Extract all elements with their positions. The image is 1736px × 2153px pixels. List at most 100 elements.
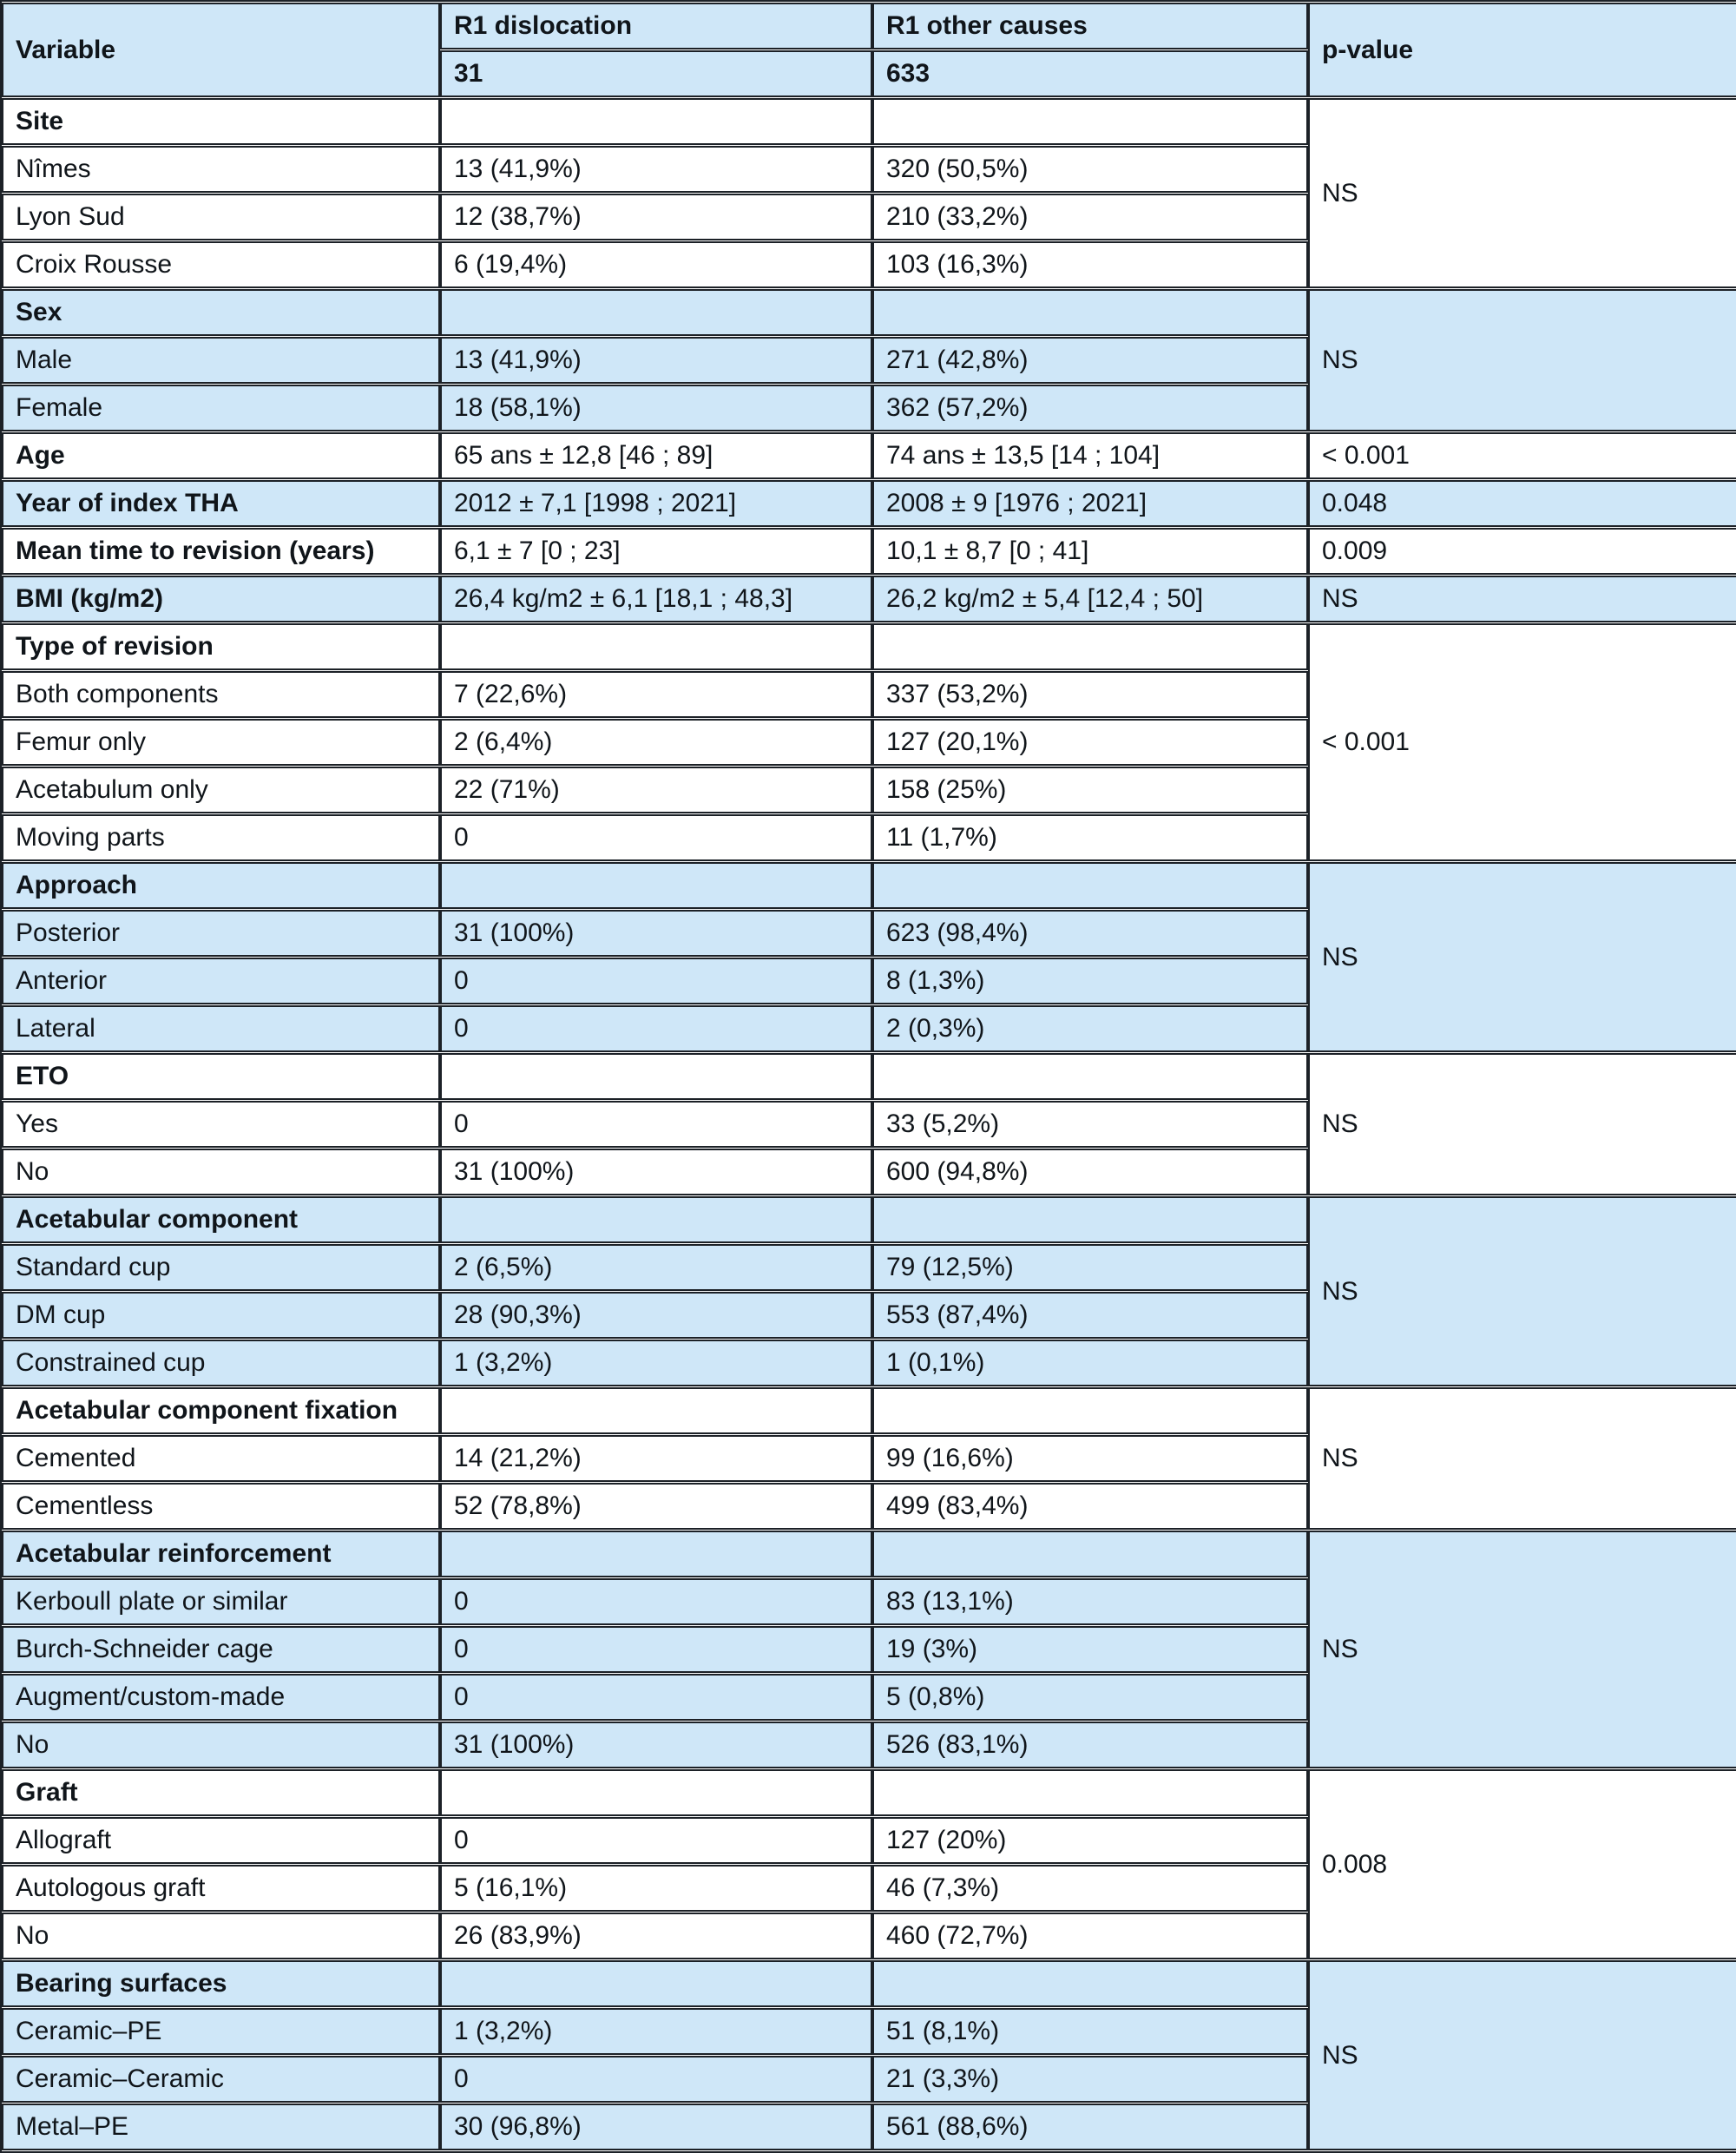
row-label-cell: Constrained cup: [2, 1340, 440, 1386]
value-cell: 79 (12,5%): [872, 1244, 1308, 1291]
row-label-cell: DM cup: [2, 1292, 440, 1339]
row-label-cell: Metal–PE: [2, 2104, 440, 2150]
row-label-cell: Nîmes: [2, 146, 440, 193]
value-cell: 320 (50,5%): [872, 146, 1308, 193]
row-label-cell: Posterior: [2, 910, 440, 957]
row-label-cell: Augment/custom-made: [2, 1674, 440, 1721]
row-label-cell: Acetabulum only: [2, 767, 440, 813]
row-label-cell: Moving parts: [2, 814, 440, 861]
value-cell: 0: [440, 2056, 872, 2103]
value-cell: 2012 ± 7,1 [1998 ; 2021]: [440, 480, 872, 527]
value-cell: 65 ans ± 12,8 [46 ; 89]: [440, 432, 872, 479]
section-header-cell: Acetabular component fixation: [2, 1387, 440, 1434]
value-cell: 158 (25%): [872, 767, 1308, 813]
row-label-cell: Cementless: [2, 1483, 440, 1530]
table-row: Yes 0 33 (5,2%): [2, 1101, 1736, 1148]
value-cell: 30 (96,8%): [440, 2104, 872, 2150]
value-cell: 499 (83,4%): [872, 1483, 1308, 1530]
value-cell: 1 (3,2%): [440, 1340, 872, 1386]
section-header-cell: Acetabular reinforcement: [2, 1531, 440, 1577]
value-cell: 31 (100%): [440, 1149, 872, 1195]
section-row: Sex NS: [2, 289, 1736, 431]
empty-cell: [440, 1387, 872, 1434]
empty-cell: [872, 623, 1308, 670]
pvalue-cell: NS: [1308, 98, 1736, 288]
section-header-cell: ETO: [2, 1053, 440, 1100]
value-cell: 6,1 ± 7 [0 ; 23]: [440, 528, 872, 575]
value-cell: 337 (53,2%): [872, 671, 1308, 718]
table-row: No 26 (83,9%) 460 (72,7%): [2, 1913, 1736, 1959]
table-row: DM cup 28 (90,3%) 553 (87,4%): [2, 1292, 1736, 1339]
section-row: BMI (kg/m2) 26,4 kg/m2 ± 6,1 [18,1 ; 48,3…: [2, 576, 1736, 622]
table-row: Lyon Sud 12 (38,7%) 210 (33,2%): [2, 194, 1736, 240]
section-header-cell: Age: [2, 432, 440, 479]
table-row: Acetabulum only 22 (71%) 158 (25%): [2, 767, 1736, 813]
value-cell: 2008 ± 9 [1976 ; 2021]: [872, 480, 1308, 527]
empty-cell: [440, 1960, 872, 2007]
section-header-cell: Site: [2, 98, 440, 145]
empty-cell: [440, 98, 872, 145]
pvalue-cell: NS: [1308, 1196, 1736, 1386]
pvalue-cell: NS: [1308, 862, 1736, 1052]
table-row: Allograft 0 127 (20%): [2, 1817, 1736, 1864]
value-cell: 2 (6,4%): [440, 719, 872, 766]
value-cell: 210 (33,2%): [872, 194, 1308, 240]
empty-cell: [440, 1196, 872, 1243]
table-row: Autologous graft 5 (16,1%) 46 (7,3%): [2, 1865, 1736, 1912]
table-row: Lateral 0 2 (0,3%): [2, 1005, 1736, 1052]
value-cell: 0: [440, 1626, 872, 1673]
section-header-cell: Graft: [2, 1769, 440, 1816]
empty-cell: [872, 1387, 1308, 1434]
row-label-cell: Croix Rousse: [2, 241, 440, 288]
row-label-cell: Lateral: [2, 1005, 440, 1052]
value-cell: 0: [440, 1674, 872, 1721]
section-header-cell: Bearing surfaces: [2, 1960, 440, 2007]
table-row: Augment/custom-made 0 5 (0,8%): [2, 1674, 1736, 1721]
value-cell: 7 (22,6%): [440, 671, 872, 718]
pvalue-cell: < 0.001: [1308, 432, 1736, 479]
value-cell: 83 (13,1%): [872, 1578, 1308, 1625]
pvalue-cell: 0.048: [1308, 480, 1736, 527]
empty-cell: [872, 1769, 1308, 1816]
table-row: Nîmes 13 (41,9%) 320 (50,5%): [2, 146, 1736, 193]
row-label-cell: Anterior: [2, 958, 440, 1004]
value-cell: 33 (5,2%): [872, 1101, 1308, 1148]
value-cell: 22 (71%): [440, 767, 872, 813]
value-cell: 18 (58,1%): [440, 385, 872, 431]
section-row: Bearing surfaces NS: [2, 1960, 1736, 2150]
value-cell: 6 (19,4%): [440, 241, 872, 288]
value-cell: 13 (41,9%): [440, 146, 872, 193]
column-header-group2: R1 other causes: [872, 3, 1308, 49]
section-row: Acetabular component NS: [2, 1196, 1736, 1386]
value-cell: 623 (98,4%): [872, 910, 1308, 957]
empty-cell: [440, 1053, 872, 1100]
section-row: Graft 0.008: [2, 1769, 1736, 1959]
empty-cell: [440, 623, 872, 670]
value-cell: 19 (3%): [872, 1626, 1308, 1673]
row-label-cell: Both components: [2, 671, 440, 718]
value-cell: 0: [440, 1101, 872, 1148]
table-row: Croix Rousse 6 (19,4%) 103 (16,3%): [2, 241, 1736, 288]
table-row: Femur only 2 (6,4%) 127 (20,1%): [2, 719, 1736, 766]
table-row: Constrained cup 1 (3,2%) 1 (0,1%): [2, 1340, 1736, 1386]
value-cell: 52 (78,8%): [440, 1483, 872, 1530]
row-label-cell: Kerboull plate or similar: [2, 1578, 440, 1625]
table-row: Kerboull plate or similar 0 83 (13,1%): [2, 1578, 1736, 1625]
pvalue-cell: < 0.001: [1308, 623, 1736, 861]
section-header-cell: Type of revision: [2, 623, 440, 670]
pvalue-cell: NS: [1308, 1053, 1736, 1195]
value-cell: 14 (21,2%): [440, 1435, 872, 1482]
value-cell: 1 (3,2%): [440, 2008, 872, 2055]
empty-cell: [440, 1769, 872, 1816]
section-header-cell: BMI (kg/m2): [2, 576, 440, 622]
empty-cell: [440, 289, 872, 336]
section-row: Type of revision < 0.001: [2, 623, 1736, 861]
value-cell: 127 (20,1%): [872, 719, 1308, 766]
value-cell: 46 (7,3%): [872, 1865, 1308, 1912]
value-cell: 2 (6,5%): [440, 1244, 872, 1291]
column-header-group1-n: 31: [440, 50, 872, 97]
value-cell: 31 (100%): [440, 1722, 872, 1768]
row-label-cell: Ceramic–Ceramic: [2, 2056, 440, 2103]
value-cell: 11 (1,7%): [872, 814, 1308, 861]
